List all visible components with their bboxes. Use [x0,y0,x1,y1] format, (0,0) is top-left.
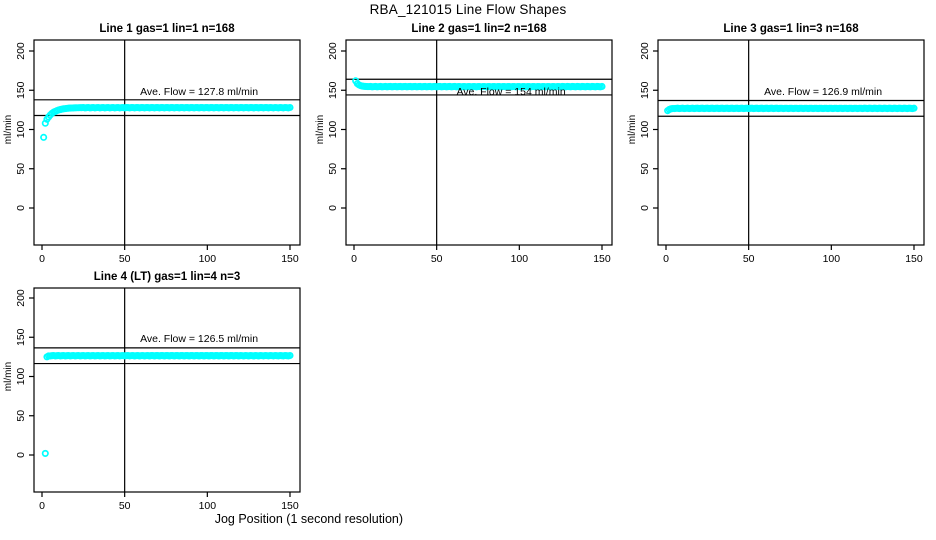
panel-box [33,287,301,493]
x-tick-label: 50 [119,500,131,512]
y-tick-label: 150 [15,81,27,99]
y-tick-label: 100 [15,121,27,139]
y-axis-label: ml/min [627,115,638,144]
x-tick-label: 150 [905,253,923,265]
panel-4: 0 50 100 150 0 50 100 150 200 ml/min Line 4 (LT) g… [3,271,301,512]
y-tick-label: 200 [327,42,339,60]
x-tick-label: 50 [119,253,131,265]
panel-box [657,39,925,246]
data-point [910,104,918,112]
x-tick-label: 0 [39,500,45,512]
panel-title: Line 1 gas=1 lin=1 n=168 [99,23,235,35]
y-tick-label: 100 [15,368,27,386]
data-point [41,449,49,457]
y-tick-label: 200 [639,42,651,60]
y-tick-label: 0 [15,205,27,211]
x-tick-label: 0 [663,253,669,265]
data-point [598,82,606,91]
x-tick-label: 150 [593,253,611,265]
x-tick-label: 100 [199,500,217,512]
main-title: RBA_121015 Line Flow Shapes [369,2,567,17]
y-tick-label: 150 [639,81,651,99]
y-axis-label: ml/min [3,115,14,144]
x-tick-label: 50 [743,253,755,265]
y-tick-label: 150 [15,328,27,346]
y-tick-label: 200 [15,42,27,60]
x-tick-label: 150 [281,253,299,265]
data-point [286,351,294,360]
avg-flow-annotation: Ave. Flow = 127.8 ml/min [140,86,258,98]
panel-title: Line 4 (LT) gas=1 lin=4 n=3 [94,271,240,283]
y-axis-label: ml/min [3,362,14,391]
x-axis-label: Jog Position (1 second resolution) [214,512,404,526]
panel-box [345,39,613,246]
avg-flow-annotation: Ave. Flow = 126.9 ml/min [764,86,882,98]
x-tick-label: 100 [199,253,217,265]
panel-title: Line 2 gas=1 lin=2 n=168 [411,23,547,35]
data-point [286,103,294,112]
y-tick-label: 100 [327,121,339,139]
data-point [40,133,48,141]
y-tick-label: 50 [15,410,27,422]
panel-2: 0 50 100 150 0 50 100 150 200 ml/min Line 2 gas=1 … [315,23,613,265]
x-tick-label: 0 [39,253,45,265]
y-tick-label: 100 [639,121,651,139]
y-tick-label: 50 [639,163,651,175]
y-tick-label: 0 [15,452,27,458]
y-axis-label: ml/min [315,115,326,144]
x-tick-label: 150 [281,500,299,512]
y-tick-label: 150 [327,81,339,99]
panel-1: 0 50 100 150 0 50 100 150 200 ml/min Line 1 gas=1 … [3,23,301,265]
y-tick-label: 0 [327,205,339,211]
y-tick-label: 50 [327,163,339,175]
panel-3: 0 50 100 150 0 50 100 150 200 ml/min Line 3 gas=1 … [627,23,925,265]
x-tick-label: 100 [511,253,529,265]
panel-title: Line 3 gas=1 lin=3 n=168 [723,23,859,35]
x-tick-label: 50 [431,253,443,265]
y-tick-label: 200 [15,289,27,307]
x-tick-label: 0 [351,253,357,265]
avg-flow-annotation: Ave. Flow = 154 ml/min [456,86,565,98]
x-tick-label: 100 [823,253,841,265]
panel-box [33,39,301,246]
avg-flow-annotation: Ave. Flow = 126.5 ml/min [140,333,258,345]
y-tick-label: 50 [15,163,27,175]
y-tick-label: 0 [639,205,651,211]
